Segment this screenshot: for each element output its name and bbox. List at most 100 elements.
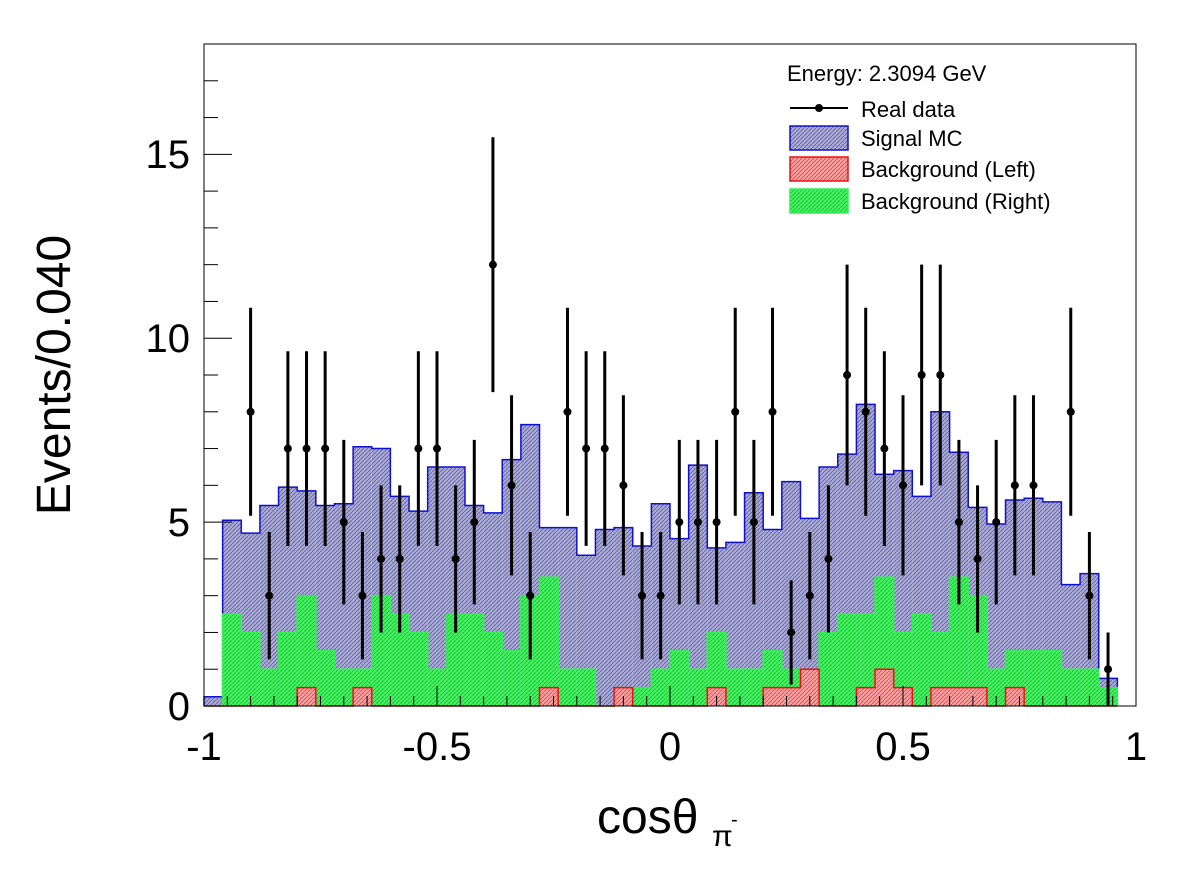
background-right-bar (725, 669, 745, 706)
legend-entry-background-right: Background (Right) (789, 188, 1051, 214)
data-point (600, 444, 609, 453)
data-point (1085, 591, 1094, 600)
y-axis-ticks (204, 43, 232, 707)
background-right-bar (259, 669, 279, 706)
background-left-bar (297, 687, 316, 706)
background-right-bar (1042, 650, 1062, 706)
data-point (824, 554, 833, 563)
x-tick-label-0.5: 0.5 (875, 725, 931, 769)
y-tick-label-15: 15 (146, 133, 191, 177)
data-point (861, 407, 870, 416)
background-right-bar (744, 669, 764, 706)
x-axis-title: cosθ π - (597, 791, 738, 853)
data-point (302, 444, 311, 453)
background-right-bar (334, 669, 354, 706)
data-point (507, 481, 516, 490)
data-point (358, 591, 367, 600)
data-point (451, 554, 460, 563)
data-point (805, 591, 814, 600)
real-data-points (246, 137, 1113, 706)
background-right-bar (483, 632, 503, 706)
legend-label-background-right: Background (Right) (861, 189, 1051, 214)
background-right-bar (819, 632, 838, 706)
background-right-bar (278, 632, 298, 706)
signal-mc-outline (203, 403, 1119, 706)
background-right-bar (446, 614, 465, 706)
data-point (265, 591, 274, 600)
legend-label-signal-mc: Signal MC (861, 126, 963, 151)
background-right-bar (856, 614, 876, 706)
background-right-bar (651, 669, 670, 706)
background-right-bar (576, 669, 596, 706)
data-point (619, 481, 628, 490)
data-point (731, 407, 740, 416)
y-tick-label-10: 10 (146, 317, 191, 361)
background-right-bar (1080, 669, 1099, 706)
x-tick-label-1: 1 (1125, 725, 1147, 769)
background-right-bar (688, 669, 708, 706)
background-right-bar (241, 632, 260, 706)
data-point (1029, 481, 1038, 490)
data-point (787, 628, 796, 637)
background-left-bar (930, 687, 950, 706)
data-point (1066, 407, 1075, 416)
background-right-bar (409, 632, 428, 706)
signal-mc-bar (204, 696, 223, 706)
signal-mc-bar (502, 459, 521, 706)
data-point (656, 591, 665, 600)
signal-mc-bar (576, 555, 596, 706)
legend-label-real-data: Real data (861, 97, 956, 122)
background-right-bar (986, 669, 1006, 706)
y-tick-label-5: 5 (168, 501, 190, 545)
background-right-bar (315, 650, 335, 706)
legend-label-background-left: Background (Left) (861, 157, 1036, 182)
background-right-bar (1024, 650, 1043, 706)
data-point (899, 481, 907, 490)
background-left-bar (353, 687, 372, 706)
data-point (563, 407, 572, 416)
signal-mc-bar (558, 527, 577, 706)
signal-mc-bar (725, 542, 745, 706)
data-point (973, 554, 982, 563)
background-left-bar (800, 669, 820, 706)
background-left-bar (781, 687, 801, 706)
signal-mc-bar (614, 527, 633, 706)
data-point (377, 554, 386, 563)
data-point (992, 518, 1001, 527)
legend-entry-background-left: Background (Left) (789, 156, 1036, 182)
background-right-bar (949, 577, 969, 706)
data-point (433, 444, 441, 453)
data-point (582, 444, 591, 453)
background-right-bar (464, 614, 484, 706)
background-right-bar (297, 595, 316, 706)
data-point (246, 407, 255, 416)
background-left-bar (539, 687, 559, 706)
data-point (488, 260, 497, 269)
legend-title: Energy: 2.3094 GeV (787, 61, 987, 86)
background-right-bar (670, 650, 689, 706)
background-right-bar (371, 595, 391, 706)
background-left-bar (875, 669, 894, 706)
data-point (414, 444, 423, 453)
signal-mc-bar (595, 529, 615, 706)
background-left-bar (856, 687, 876, 706)
legend-entry-signal-mc: Signal MC (789, 125, 963, 151)
data-point (880, 444, 889, 453)
data-point (917, 371, 926, 379)
background-right-bar (632, 687, 652, 706)
data-point (712, 518, 721, 527)
background-right-bar (222, 614, 242, 706)
background-left-bar (949, 687, 969, 706)
x-axis-title-superscript: - (731, 809, 738, 831)
x-tick-label-0: 0 (659, 725, 681, 769)
background-right-bar (558, 669, 577, 706)
legend: Energy: 2.3094 GeV Real data Signal MC B… (787, 61, 1051, 214)
x-axis-title-subscript: π (712, 820, 733, 853)
data-point (321, 444, 330, 453)
x-tick-label-neg0.5: -0.5 (403, 725, 472, 769)
x-axis-title-main: cosθ (597, 791, 698, 844)
data-point (768, 407, 777, 416)
data-point (638, 591, 647, 600)
y-tick-label-0: 0 (168, 685, 190, 729)
